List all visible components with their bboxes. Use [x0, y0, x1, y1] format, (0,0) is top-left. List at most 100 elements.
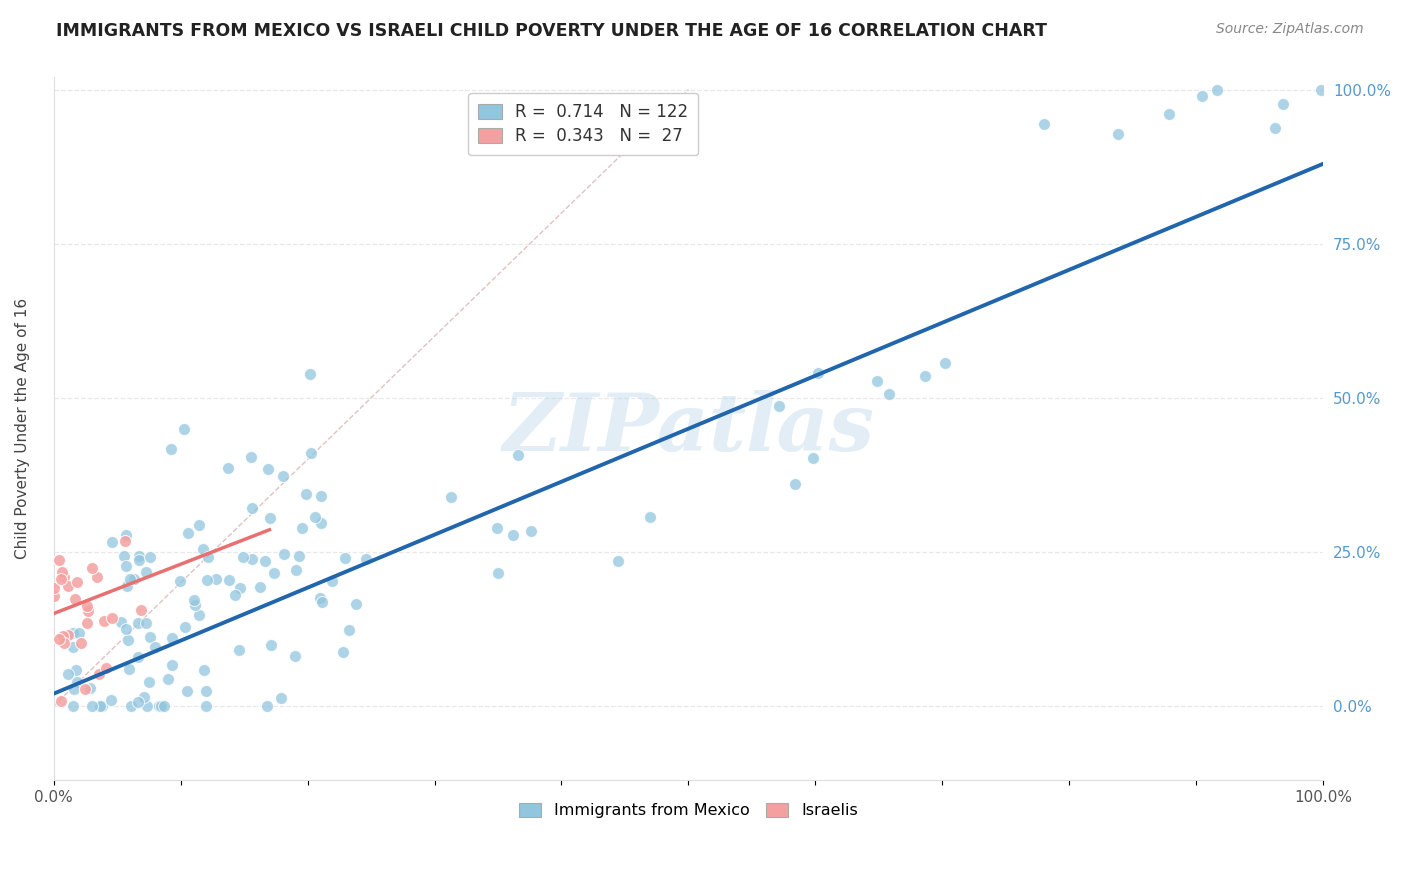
Point [485, 520, 508, 534]
Point [100, 611, 122, 625]
Point [115, 528, 138, 542]
Point [508, 448, 530, 462]
Point [520, 524, 543, 538]
Point [65, 591, 87, 606]
Point [139, 631, 162, 645]
Point [187, 607, 209, 622]
Point [256, 698, 278, 713]
Point [253, 554, 276, 568]
Point [194, 684, 217, 698]
Point [260, 638, 283, 652]
Point [239, 450, 262, 464]
Point [284, 563, 307, 577]
Point [1310, 83, 1333, 97]
Point [80, 560, 103, 574]
Point [195, 573, 218, 587]
Point [249, 580, 271, 594]
Point [309, 489, 332, 503]
Point [44, 589, 66, 603]
Point [1159, 107, 1181, 121]
Point [49, 694, 72, 708]
Point [176, 683, 198, 698]
Point [295, 487, 318, 501]
Point [273, 547, 295, 561]
Point [183, 598, 205, 612]
Point [502, 528, 524, 542]
Point [309, 591, 332, 606]
Point [112, 549, 135, 563]
Point [232, 550, 254, 565]
Point [56, 667, 79, 681]
Point [148, 698, 170, 713]
Point [100, 693, 122, 707]
Point [65, 663, 87, 677]
Point [801, 450, 824, 465]
Point [120, 698, 142, 713]
Point [120, 572, 142, 586]
Point [263, 566, 285, 581]
Point [149, 698, 172, 713]
Point [44, 581, 66, 595]
Point [62, 698, 84, 713]
Point [1264, 120, 1286, 135]
Point [288, 549, 311, 563]
Point [156, 672, 179, 686]
Point [118, 662, 141, 676]
Point [486, 566, 509, 580]
Point [52, 569, 75, 583]
Point [48, 632, 70, 646]
Point [174, 620, 197, 634]
Point [177, 526, 200, 541]
Text: IMMIGRANTS FROM MEXICO VS ISRAELI CHILD POVERTY UNDER THE AGE OF 16 CORRELATION : IMMIGRANTS FROM MEXICO VS ISRAELI CHILD … [56, 22, 1047, 40]
Point [128, 553, 150, 567]
Point [197, 549, 219, 564]
Point [354, 552, 377, 566]
Point [271, 469, 294, 483]
Point [48, 553, 70, 567]
Point [110, 615, 132, 630]
Point [52, 629, 75, 643]
Point [76, 603, 98, 617]
Point [934, 356, 956, 370]
Point [79, 681, 101, 696]
Point [128, 549, 150, 563]
Point [160, 442, 183, 456]
Point [73, 682, 96, 697]
Point [228, 643, 250, 657]
Point [240, 552, 263, 566]
Point [114, 559, 136, 574]
Point [76, 616, 98, 631]
Point [240, 500, 263, 515]
Point [229, 581, 252, 595]
Point [1107, 128, 1129, 142]
Text: ZIPatlas: ZIPatlas [502, 390, 875, 467]
Point [160, 658, 183, 673]
Point [193, 663, 215, 677]
Point [807, 366, 830, 380]
Point [127, 695, 149, 709]
Point [127, 615, 149, 630]
Point [49, 572, 72, 586]
Point [67, 626, 90, 640]
Point [1206, 83, 1229, 97]
Point [344, 597, 367, 611]
Point [173, 422, 195, 436]
Point [138, 675, 160, 690]
Point [136, 698, 159, 713]
Point [63, 682, 86, 697]
Point [866, 374, 889, 388]
Point [337, 623, 360, 637]
Point [93, 614, 115, 628]
Point [66, 575, 89, 590]
Point [70, 636, 93, 650]
Point [638, 510, 661, 524]
Point [56, 628, 79, 642]
Point [124, 572, 146, 586]
Point [188, 518, 211, 533]
Point [58, 579, 80, 593]
Point [82, 698, 104, 713]
Point [332, 645, 354, 659]
Point [259, 511, 281, 525]
Point [53, 636, 76, 650]
Point [129, 603, 152, 617]
